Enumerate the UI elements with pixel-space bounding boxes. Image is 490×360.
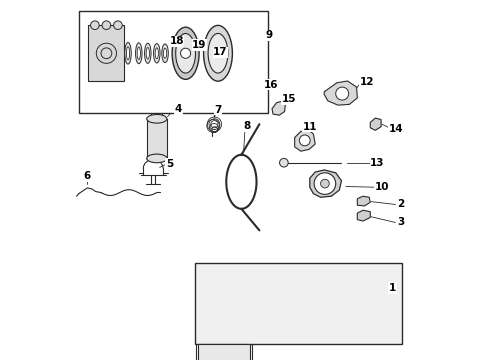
Circle shape: [180, 48, 191, 58]
Ellipse shape: [172, 27, 199, 80]
Ellipse shape: [176, 33, 196, 73]
Text: 15: 15: [282, 94, 296, 104]
Text: 17: 17: [213, 47, 228, 57]
Text: 8: 8: [243, 121, 250, 131]
Polygon shape: [357, 210, 370, 221]
Ellipse shape: [136, 43, 142, 64]
Text: 7: 7: [214, 105, 221, 115]
Ellipse shape: [147, 154, 167, 163]
Bar: [79, 11, 269, 113]
Circle shape: [314, 173, 336, 194]
Text: 2: 2: [397, 199, 404, 210]
Circle shape: [114, 21, 122, 30]
Circle shape: [91, 21, 99, 30]
Text: 12: 12: [360, 77, 374, 87]
Text: 13: 13: [370, 158, 385, 168]
Polygon shape: [370, 118, 381, 130]
Text: 14: 14: [389, 123, 403, 134]
Ellipse shape: [147, 114, 167, 123]
Text: 10: 10: [374, 182, 389, 192]
Bar: [195, 263, 402, 344]
Text: 16: 16: [264, 80, 278, 90]
Ellipse shape: [125, 42, 131, 64]
Ellipse shape: [162, 44, 169, 63]
Text: 18: 18: [170, 36, 184, 46]
Ellipse shape: [146, 48, 149, 59]
Bar: [147, 119, 167, 158]
Text: 19: 19: [192, 40, 206, 50]
Circle shape: [214, 49, 222, 58]
Ellipse shape: [145, 43, 151, 63]
Circle shape: [102, 21, 111, 30]
Circle shape: [320, 179, 329, 188]
Text: 1: 1: [389, 283, 396, 293]
Polygon shape: [310, 170, 342, 197]
Ellipse shape: [153, 44, 160, 63]
Circle shape: [299, 135, 310, 146]
Circle shape: [280, 158, 288, 167]
Ellipse shape: [208, 33, 228, 73]
Ellipse shape: [155, 48, 158, 59]
Bar: [198, 344, 250, 360]
Circle shape: [336, 87, 349, 100]
Ellipse shape: [164, 48, 167, 58]
Polygon shape: [324, 81, 357, 105]
Text: 9: 9: [266, 30, 273, 40]
Text: 3: 3: [397, 217, 404, 228]
Polygon shape: [272, 102, 285, 115]
Bar: [88, 25, 124, 81]
Ellipse shape: [126, 47, 130, 60]
Ellipse shape: [137, 47, 141, 59]
Text: 6: 6: [84, 171, 91, 181]
Text: 4: 4: [175, 104, 182, 114]
Text: 5: 5: [166, 159, 173, 169]
Polygon shape: [357, 196, 370, 206]
Ellipse shape: [204, 26, 232, 81]
Polygon shape: [294, 130, 315, 151]
Text: 11: 11: [302, 122, 317, 132]
